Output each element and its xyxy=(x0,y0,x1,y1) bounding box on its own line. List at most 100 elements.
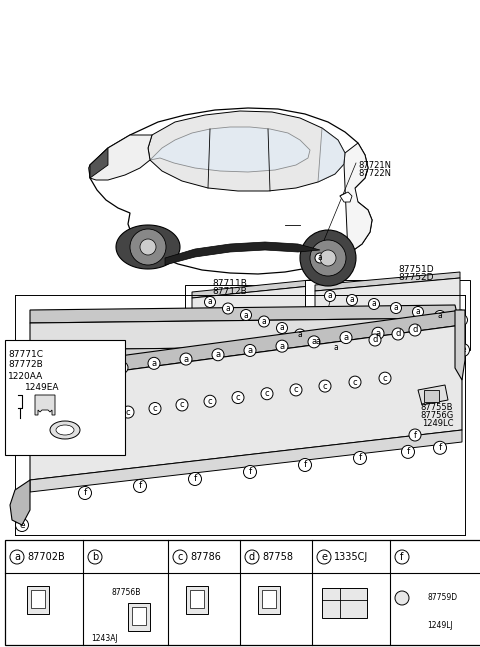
Circle shape xyxy=(276,340,288,352)
Text: 1335CJ: 1335CJ xyxy=(334,552,368,562)
Circle shape xyxy=(96,410,108,421)
Polygon shape xyxy=(30,318,462,350)
Circle shape xyxy=(69,380,81,392)
Circle shape xyxy=(319,380,331,392)
Text: a: a xyxy=(151,359,156,368)
Text: a: a xyxy=(216,350,221,359)
Polygon shape xyxy=(148,111,345,191)
Text: d: d xyxy=(372,336,378,344)
Circle shape xyxy=(353,452,367,465)
Circle shape xyxy=(140,239,156,255)
Circle shape xyxy=(15,518,28,531)
Polygon shape xyxy=(30,325,462,480)
Bar xyxy=(128,603,150,631)
Text: 87751D: 87751D xyxy=(398,265,433,274)
Text: a: a xyxy=(394,303,398,313)
Text: 1243AJ: 1243AJ xyxy=(91,634,118,643)
Text: a: a xyxy=(318,254,323,263)
Text: 87702B: 87702B xyxy=(27,552,65,562)
Text: a: a xyxy=(247,346,252,355)
Ellipse shape xyxy=(50,421,80,439)
Polygon shape xyxy=(30,430,462,492)
Circle shape xyxy=(340,331,352,344)
Circle shape xyxy=(149,402,161,415)
Text: c: c xyxy=(383,374,387,382)
Circle shape xyxy=(369,298,380,309)
Polygon shape xyxy=(192,278,330,298)
Circle shape xyxy=(391,303,401,314)
Text: 87756G: 87756G xyxy=(420,411,453,421)
Text: 1249LC: 1249LC xyxy=(422,419,454,428)
Circle shape xyxy=(308,336,320,348)
Text: c: c xyxy=(323,382,327,391)
Text: f: f xyxy=(407,447,409,456)
Circle shape xyxy=(243,465,256,479)
Bar xyxy=(27,586,49,614)
Circle shape xyxy=(72,413,84,424)
Text: 87756B: 87756B xyxy=(111,588,140,597)
Text: a: a xyxy=(460,316,464,325)
Circle shape xyxy=(299,459,312,472)
Circle shape xyxy=(204,395,216,407)
Circle shape xyxy=(130,229,166,265)
Bar xyxy=(132,607,146,625)
Polygon shape xyxy=(10,480,30,525)
Text: a: a xyxy=(372,300,376,309)
Text: 87772B: 87772B xyxy=(8,360,43,369)
Text: 87755B: 87755B xyxy=(420,404,453,413)
Text: 87712B: 87712B xyxy=(212,287,247,296)
Polygon shape xyxy=(30,305,458,323)
Text: a: a xyxy=(183,355,189,364)
Text: a: a xyxy=(14,552,20,562)
Circle shape xyxy=(395,591,409,605)
Text: a: a xyxy=(208,298,212,307)
Circle shape xyxy=(433,441,446,454)
Text: f: f xyxy=(84,488,86,498)
Text: a: a xyxy=(298,330,302,339)
Circle shape xyxy=(324,291,336,302)
Polygon shape xyxy=(340,192,352,202)
Polygon shape xyxy=(418,385,448,405)
Bar xyxy=(190,590,204,608)
Ellipse shape xyxy=(56,425,74,435)
Circle shape xyxy=(317,550,331,564)
Circle shape xyxy=(245,550,259,564)
Text: b: b xyxy=(72,382,78,391)
Text: c: c xyxy=(208,397,212,406)
Text: b: b xyxy=(92,552,98,562)
Circle shape xyxy=(300,230,356,286)
Text: a: a xyxy=(87,367,93,377)
Text: 87711B: 87711B xyxy=(212,280,247,289)
Text: 87721N: 87721N xyxy=(358,160,391,170)
Text: 87771C: 87771C xyxy=(8,350,43,359)
Text: e: e xyxy=(19,520,25,529)
Circle shape xyxy=(116,362,128,374)
Bar xyxy=(305,280,470,350)
Circle shape xyxy=(189,472,202,485)
Text: c: c xyxy=(177,552,183,562)
Bar xyxy=(258,586,280,614)
Circle shape xyxy=(295,329,305,340)
Circle shape xyxy=(456,314,468,325)
Circle shape xyxy=(412,307,423,318)
Circle shape xyxy=(395,550,409,564)
Bar xyxy=(185,285,340,360)
Text: e: e xyxy=(321,552,327,562)
Bar xyxy=(5,540,480,645)
Polygon shape xyxy=(30,345,462,360)
Text: 87759D: 87759D xyxy=(427,593,457,602)
Text: a: a xyxy=(244,311,248,320)
Circle shape xyxy=(276,322,288,333)
Text: a: a xyxy=(375,329,381,338)
Text: d: d xyxy=(249,552,255,562)
Circle shape xyxy=(223,303,233,314)
Text: f: f xyxy=(438,443,442,452)
Circle shape xyxy=(84,366,96,378)
Text: d: d xyxy=(412,325,418,334)
Circle shape xyxy=(49,416,61,428)
Text: a: a xyxy=(316,336,320,345)
Text: a: a xyxy=(279,342,285,351)
Text: 1220AA: 1220AA xyxy=(8,372,43,381)
Bar xyxy=(31,590,45,608)
Text: d: d xyxy=(396,329,401,338)
